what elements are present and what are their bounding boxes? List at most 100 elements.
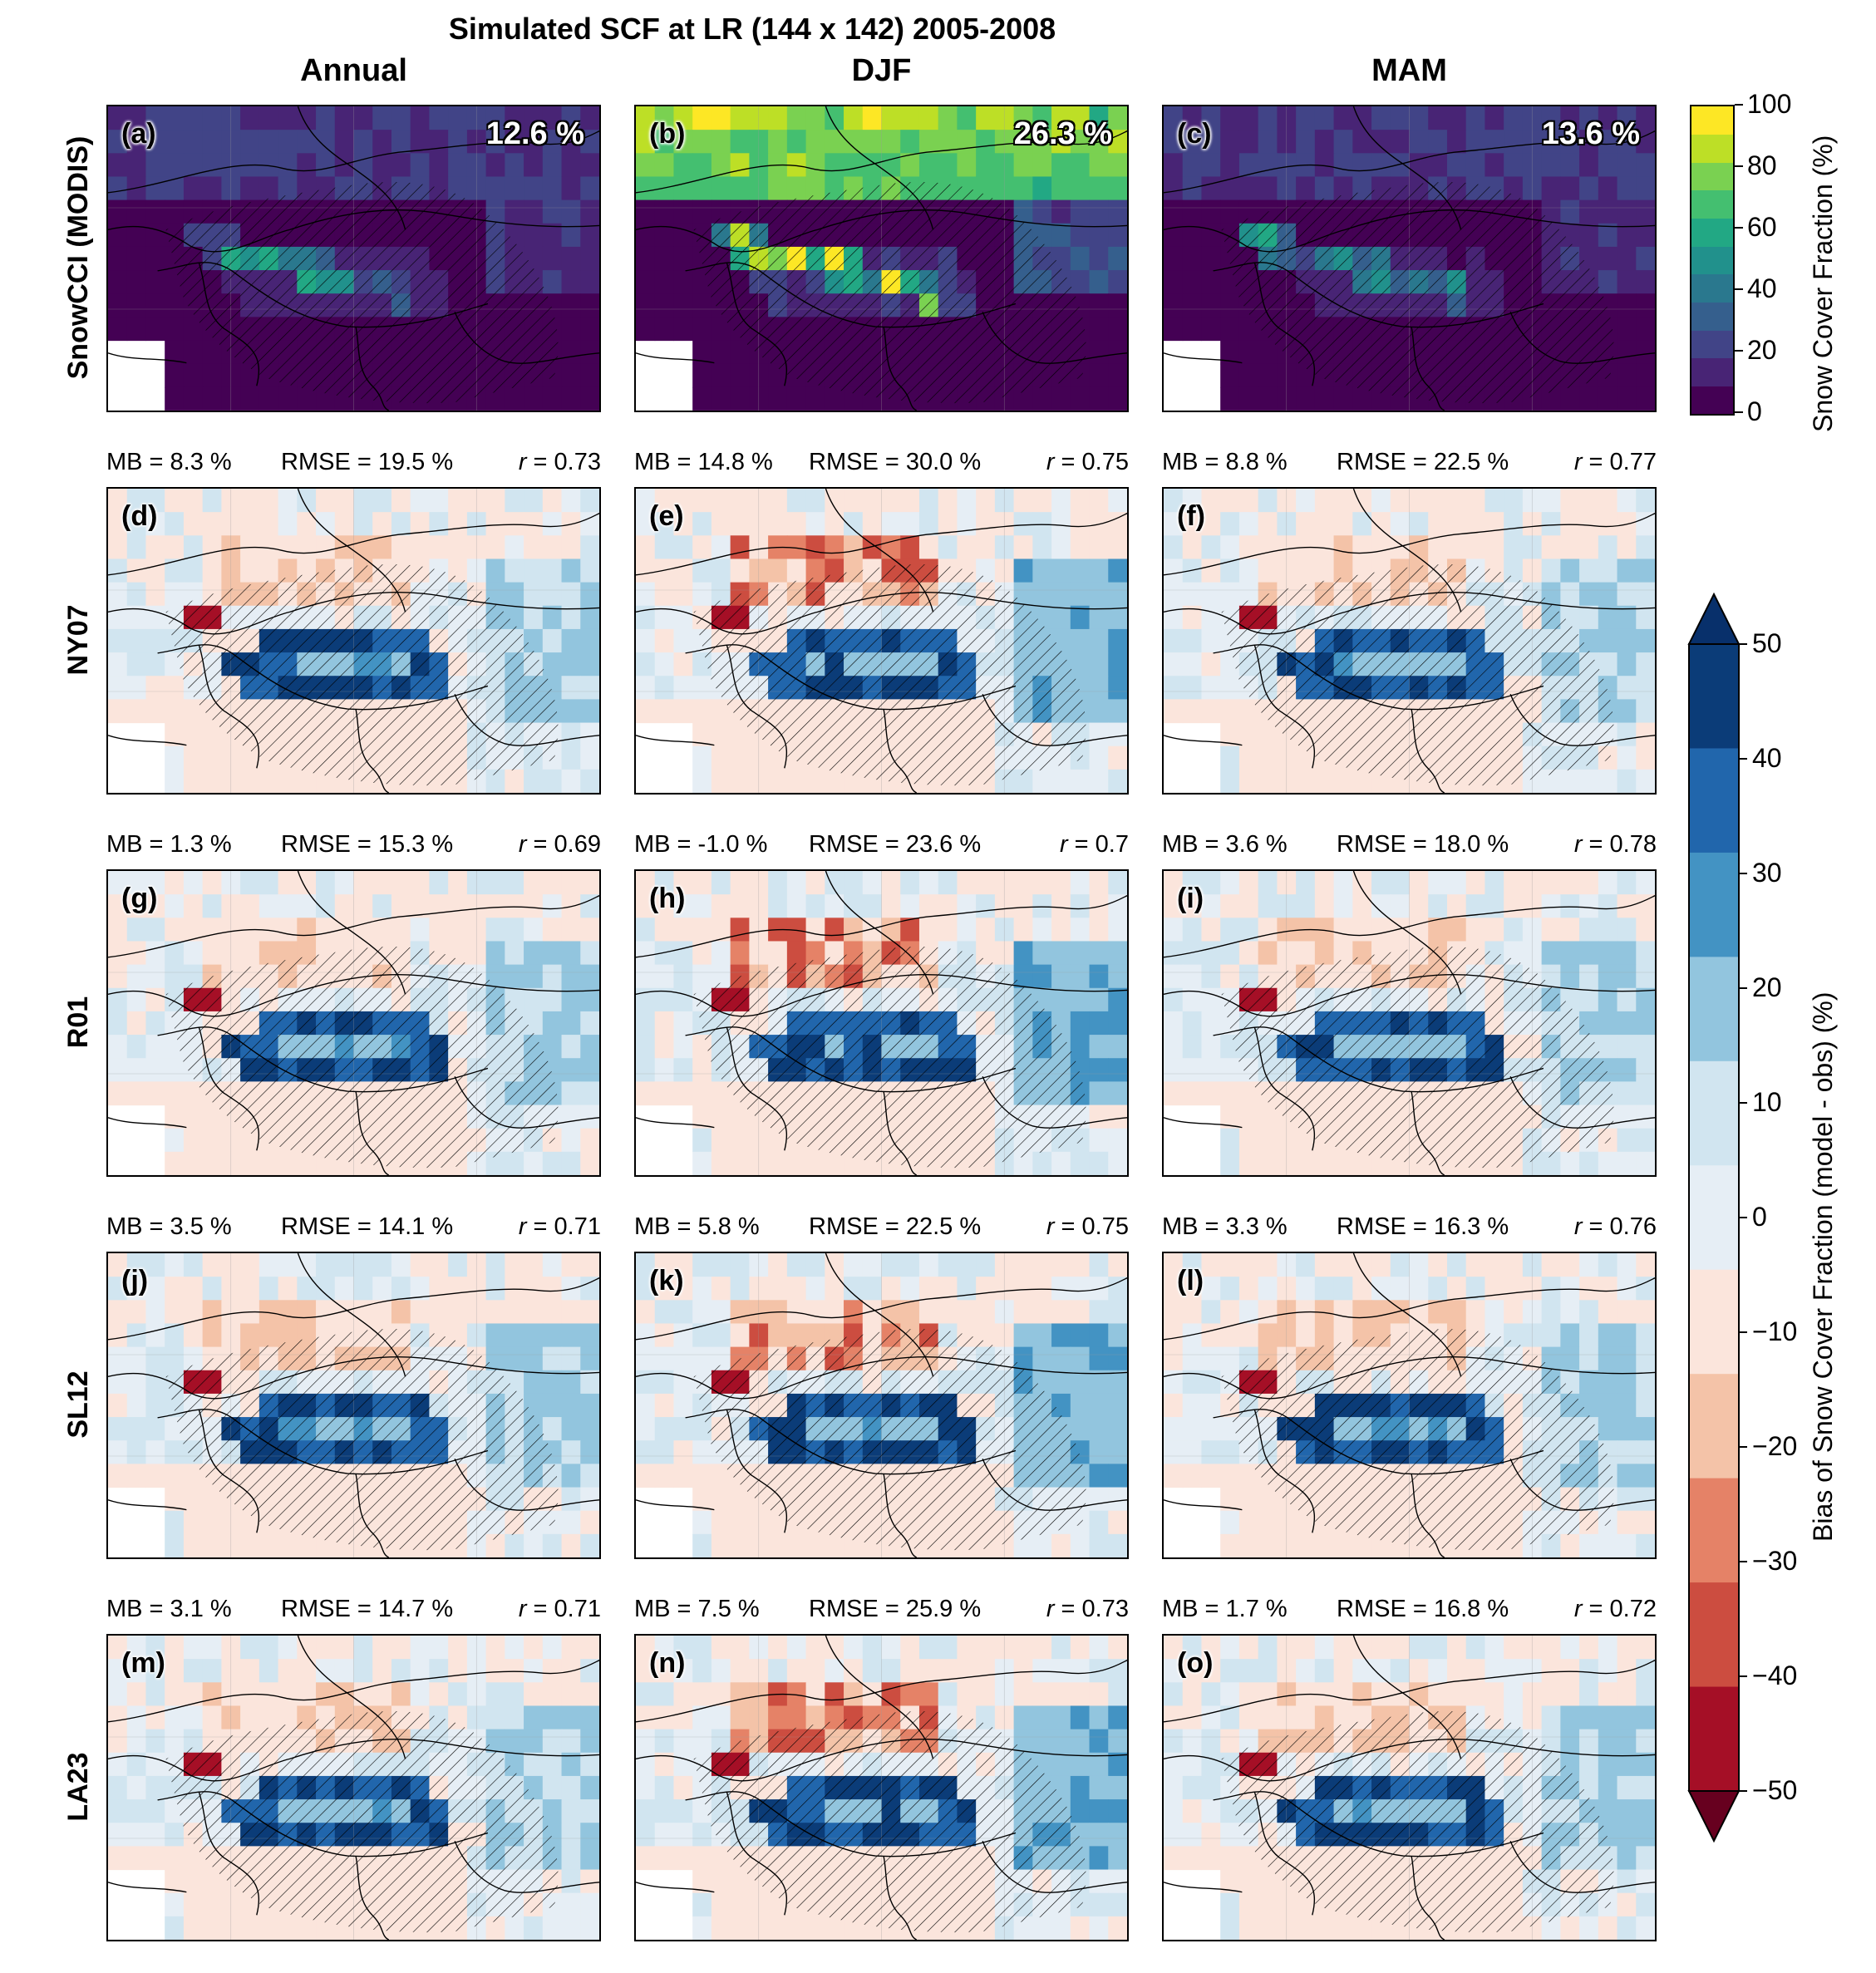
grid-cell	[1182, 1393, 1203, 1418]
grid-cell	[825, 1253, 844, 1277]
grid-cell	[183, 1105, 204, 1129]
grid-cell	[825, 769, 844, 793]
grid-cell	[183, 1510, 204, 1535]
grid-cell	[183, 769, 204, 793]
grid-cell	[1032, 1533, 1052, 1557]
grid-cell	[1013, 1323, 1033, 1348]
grid-cell	[844, 489, 864, 513]
grid-cell	[372, 894, 392, 918]
grid-cell	[1409, 1659, 1429, 1683]
grid-cell	[844, 894, 864, 918]
grid-cell	[711, 894, 731, 918]
grid-cell	[1617, 199, 1637, 224]
grid-cell	[297, 130, 317, 154]
grid-cell	[1504, 894, 1524, 918]
grid-cell	[692, 1823, 712, 1847]
grid-cell	[183, 1846, 204, 1871]
grid-cell	[202, 1533, 222, 1557]
grid-cell	[673, 1682, 693, 1707]
grid-cell	[768, 1705, 788, 1730]
grid-cell	[1617, 1323, 1637, 1348]
grid-cell	[881, 1636, 901, 1660]
panel-mean-value: 26.3 %	[1013, 116, 1112, 151]
grid-cell	[1201, 1393, 1221, 1418]
grid-cell	[580, 340, 599, 365]
grid-cell	[1371, 894, 1391, 918]
grid-cell	[1409, 871, 1429, 895]
grid-cell	[145, 535, 165, 560]
grid-cell	[202, 1487, 222, 1512]
grid-cell	[636, 987, 656, 1012]
panel-label: (k)	[649, 1265, 684, 1296]
grid-cell	[542, 1011, 563, 1036]
grid-cell	[580, 769, 599, 793]
grid-cell	[1314, 894, 1335, 918]
grid-cell	[692, 1151, 712, 1175]
grid-cell	[692, 1869, 712, 1894]
grid-cell	[1070, 558, 1091, 583]
grid-cell	[1541, 871, 1561, 895]
grid-cell	[730, 1533, 750, 1557]
grid-cell	[1617, 941, 1637, 966]
grid-cell	[1220, 1659, 1240, 1683]
grid-cell	[730, 363, 750, 388]
country-border	[636, 1739, 1127, 1782]
grid-cell	[126, 1370, 147, 1395]
grid-cell	[1352, 153, 1372, 178]
grid-cell	[654, 512, 675, 536]
grid-cell	[1164, 1346, 1184, 1371]
grid-cell	[1089, 871, 1109, 895]
country-border	[982, 1076, 1127, 1129]
grid-cell	[1636, 628, 1655, 653]
grid-cell	[429, 1253, 449, 1277]
grid-cell	[673, 199, 693, 224]
grid-cell	[542, 535, 563, 560]
grid-cell	[636, 676, 656, 700]
grid-cell	[1636, 1729, 1655, 1754]
grid-cell	[1579, 223, 1599, 248]
grid-cell	[1089, 1869, 1109, 1894]
country-border	[883, 708, 918, 793]
grid-cell	[730, 722, 750, 747]
country-border	[297, 1253, 406, 1377]
grid-cell	[524, 535, 544, 560]
country-border	[636, 1882, 715, 1893]
grid-cell	[259, 386, 279, 411]
grid-cell	[1636, 1323, 1655, 1348]
grid-cell	[1636, 317, 1655, 342]
grid-cell	[636, 1370, 656, 1395]
grid-cell	[391, 918, 411, 942]
grid-cell	[1182, 676, 1203, 700]
grid-cell	[1164, 582, 1184, 607]
grid-cell	[918, 130, 939, 154]
grid-cell	[1164, 535, 1184, 560]
grid-cell	[1070, 1151, 1091, 1175]
grid-cell	[316, 153, 336, 178]
obs-panel-1: (a) 12.6 %	[106, 105, 601, 412]
grid-cell	[524, 1659, 544, 1683]
grid-cell	[1333, 512, 1353, 536]
grid-cell	[654, 1253, 675, 1277]
grid-cell	[1579, 1729, 1599, 1754]
grid-cell	[278, 512, 298, 536]
grid-cell	[1220, 769, 1240, 793]
grid-cell	[561, 1846, 581, 1871]
grid-cell	[561, 1464, 581, 1488]
bias-panel-7: (j)	[106, 1252, 601, 1559]
grid-cell	[654, 489, 675, 513]
grid-cell	[202, 1659, 222, 1683]
grid-cell	[673, 652, 693, 677]
grid-cell	[1446, 130, 1467, 154]
grid-cell	[1333, 1636, 1353, 1660]
grid-cell	[353, 153, 373, 178]
grid-cell	[1636, 1035, 1655, 1059]
grid-cell	[202, 489, 222, 513]
grid-cell	[524, 153, 544, 178]
grid-cell	[145, 1752, 165, 1777]
grid-cell	[1598, 512, 1618, 536]
grid-cell	[466, 1659, 487, 1683]
grid-cell	[1636, 512, 1655, 536]
grid-cell	[1636, 722, 1655, 747]
grid-cell	[1333, 489, 1353, 513]
grid-cell	[1220, 1346, 1240, 1371]
